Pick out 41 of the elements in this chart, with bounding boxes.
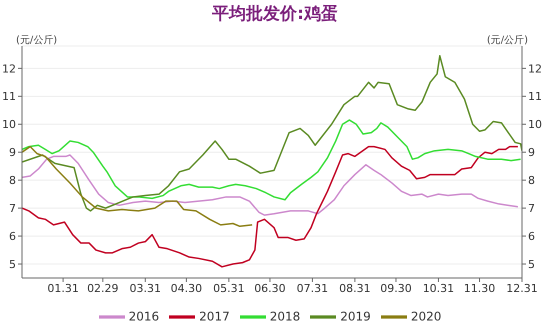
- x-tick-label: 02.29: [87, 282, 119, 295]
- y2-tick-label: 9: [528, 146, 535, 160]
- legend-label: 2018: [270, 309, 300, 324]
- y-axis-title: (元/公斤): [16, 34, 58, 47]
- x-tick-label: 08.31: [339, 282, 371, 295]
- legend-label: 2019: [340, 309, 371, 324]
- legend-label: 2020: [410, 309, 442, 324]
- line-series: [22, 55, 522, 212]
- x-tick-label: 03.31: [130, 282, 162, 295]
- x-tick-label: 01.31: [47, 282, 79, 295]
- line-series: [22, 146, 519, 268]
- line-series: [22, 154, 519, 216]
- x-tick-label: 07.31: [296, 282, 328, 295]
- y2-tick-label: 5: [528, 258, 535, 271]
- y-tick-label: 5: [9, 258, 16, 271]
- y-tick-label: 6: [9, 230, 16, 243]
- legend-label: 2017: [199, 309, 230, 324]
- y-tick-label: 12: [2, 62, 16, 76]
- x-tick-label: 06.30: [254, 282, 286, 295]
- y2-tick-label: 12: [528, 62, 542, 76]
- y-tick-label: 8: [9, 174, 16, 188]
- y2-tick-label: 10: [528, 118, 542, 132]
- y-tick-label: 9: [9, 146, 16, 160]
- x-tick-label: 11.30: [464, 282, 496, 295]
- legend-label: 2016: [128, 309, 160, 324]
- line-series: [22, 146, 253, 228]
- y-tick-label: 11: [2, 90, 16, 104]
- line-series: [22, 119, 522, 200]
- y2-axis-title: (元/公斤): [486, 34, 528, 47]
- x-tick-label: 10.31: [422, 282, 454, 295]
- x-tick-label: 12.31: [506, 282, 538, 295]
- chart-title: 平均批发价:鸡蛋: [211, 3, 339, 25]
- x-tick-label: 09.30: [380, 282, 412, 295]
- y2-tick-label: 7: [528, 202, 535, 216]
- x-tick-label: 04.30: [170, 282, 202, 295]
- y-tick-label: 10: [2, 118, 16, 132]
- y2-tick-label: 8: [528, 174, 535, 188]
- x-tick-label: 05.31: [213, 282, 245, 295]
- y-tick-label: 7: [9, 202, 16, 216]
- y2-tick-label: 6: [528, 230, 535, 243]
- y2-tick-label: 11: [528, 90, 542, 104]
